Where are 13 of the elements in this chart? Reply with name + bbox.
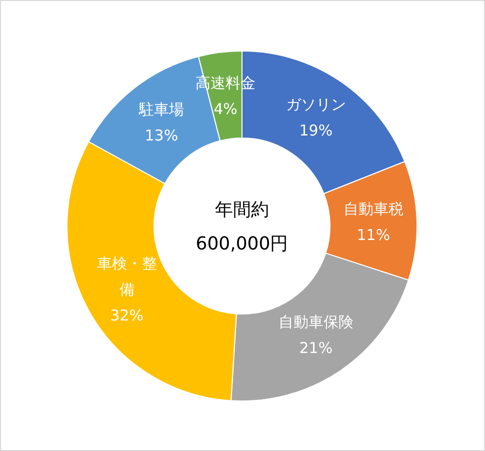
data-label: 4% [214, 100, 238, 118]
data-label: 19% [299, 121, 333, 140]
text: 600,000円 [196, 233, 288, 254]
data-label: 11% [356, 226, 390, 244]
data-label: 21% [299, 339, 333, 358]
slice-label: 車検・整備 [96, 254, 157, 299]
text: 年間約 [215, 199, 269, 220]
slice-label: 駐車場 [138, 100, 184, 118]
slice-label: ガソリン [286, 95, 346, 114]
data-label: 13% [144, 126, 178, 144]
slice-label: 自動車税 [343, 200, 404, 218]
slice-label: 自動車保険 [278, 313, 354, 332]
data-label: 32% [110, 306, 144, 325]
